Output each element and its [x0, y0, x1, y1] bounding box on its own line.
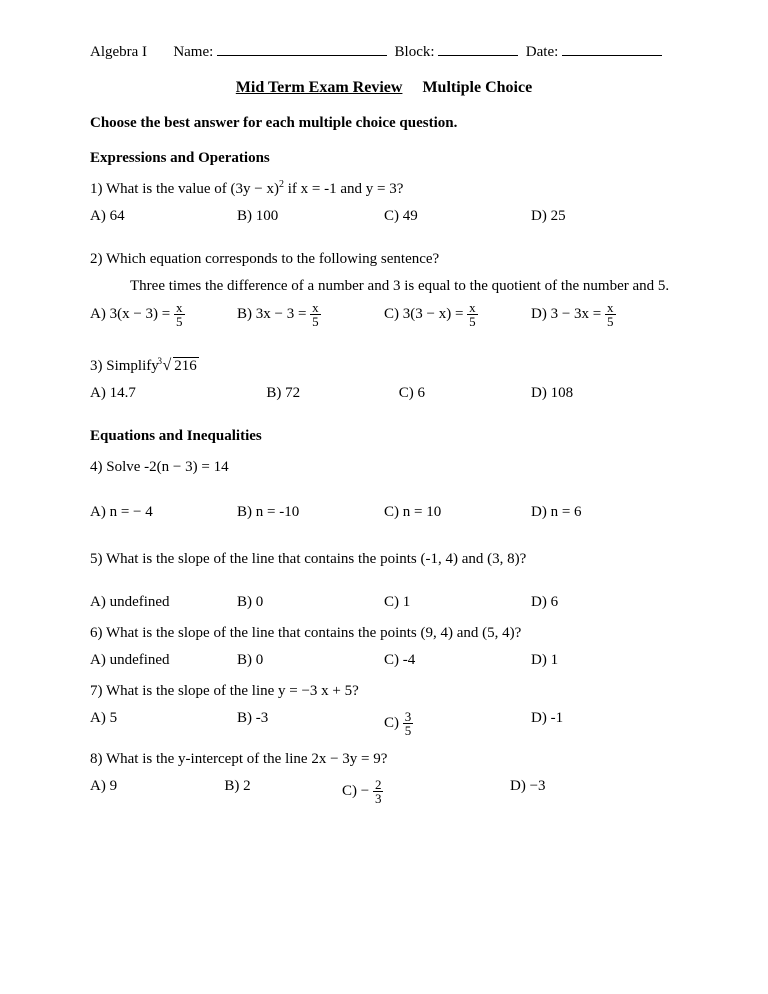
q8-opt-d[interactable]: D) −3	[510, 778, 678, 805]
frac-d: 3	[373, 792, 384, 805]
date-label: Date:	[526, 44, 558, 60]
q2-d-frac: x5	[605, 301, 616, 328]
q2-opt-b[interactable]: B) 3x − 3 = x5	[237, 301, 384, 328]
q6-options: A) undefined B) 0 C) -4 D) 1	[90, 652, 678, 669]
q1-options: A) 64 B) 100 C) 49 D) 25	[90, 208, 678, 225]
q2-b-pre: B) 3x − 3 =	[237, 306, 310, 322]
q5-opt-b[interactable]: B) 0	[237, 594, 384, 611]
frac-d: 5	[403, 724, 414, 737]
radical-icon: √	[163, 357, 172, 374]
section-2: Equations and Inequalities	[90, 428, 678, 445]
q5-text: 5) What is the slope of the line that co…	[90, 551, 678, 568]
q7-opt-d[interactable]: D) -1	[531, 710, 678, 737]
course-label: Algebra I	[90, 44, 147, 60]
q3-opt-b[interactable]: B) 72	[266, 385, 398, 402]
q3-opt-c[interactable]: C) 6	[399, 385, 531, 402]
q8-options: A) 9 B) 2 C) − 23 D) −3	[90, 778, 678, 805]
q2-opt-a[interactable]: A) 3(x − 3) = x5	[90, 301, 237, 328]
q7-options: A) 5 B) -3 C) 35 D) -1	[90, 710, 678, 737]
block-label: Block:	[395, 44, 435, 60]
q2-opt-d[interactable]: D) 3 − 3x = x5	[531, 301, 678, 328]
q7-opt-b[interactable]: B) -3	[237, 710, 384, 737]
q6-text: 6) What is the slope of the line that co…	[90, 625, 678, 642]
q2-opt-c[interactable]: C) 3(3 − x) = x5	[384, 301, 531, 328]
name-label: Name:	[173, 44, 213, 60]
q1-opt-b[interactable]: B) 100	[237, 208, 384, 225]
q6-opt-a[interactable]: A) undefined	[90, 652, 237, 669]
q4-opt-c[interactable]: C) n = 10	[384, 504, 531, 521]
q2-line2: Three times the difference of a number a…	[130, 278, 678, 295]
frac-d: 5	[605, 315, 616, 328]
q2-c-pre: C) 3(3 − x) =	[384, 306, 467, 322]
q3-opt-a[interactable]: A) 14.7	[90, 385, 266, 402]
frac-d: 5	[467, 315, 478, 328]
frac-n: 3	[403, 710, 414, 724]
q7-opt-c[interactable]: C) 35	[384, 710, 531, 737]
q8-opt-c[interactable]: C) − 23	[342, 778, 510, 805]
q8-opt-b[interactable]: B) 2	[224, 778, 342, 805]
q2-d-pre: D) 3 − 3x =	[531, 306, 605, 322]
q5-opt-d[interactable]: D) 6	[531, 594, 678, 611]
q6-opt-d[interactable]: D) 1	[531, 652, 678, 669]
frac-d: 5	[310, 315, 321, 328]
q3-text: 3) Simplify 3√216	[90, 358, 678, 375]
q6-opt-c[interactable]: C) -4	[384, 652, 531, 669]
q7-text: 7) What is the slope of the line y = −3 …	[90, 683, 678, 700]
q3-label: 3) Simplify	[90, 358, 163, 374]
q7-opt-a[interactable]: A) 5	[90, 710, 237, 737]
date-blank[interactable]	[562, 40, 662, 56]
instruction: Choose the best answer for each multiple…	[90, 115, 678, 132]
frac-d: 5	[174, 315, 185, 328]
q1-opt-d[interactable]: D) 25	[531, 208, 678, 225]
frac-n: x	[174, 301, 185, 315]
block-blank[interactable]	[438, 40, 518, 56]
q8-opt-a[interactable]: A) 9	[90, 778, 224, 805]
q2-line1: 2) Which equation corresponds to the fol…	[90, 251, 678, 268]
frac-n: 2	[373, 778, 384, 792]
root-degree: 3	[158, 356, 163, 366]
q2-c-frac: x5	[467, 301, 478, 328]
q1-opt-c[interactable]: C) 49	[384, 208, 531, 225]
q1-b: if x = -1 and y = 3?	[284, 181, 403, 197]
title: Mid Term Exam Review Multiple Choice	[90, 79, 678, 97]
q2-options: A) 3(x − 3) = x5 B) 3x − 3 = x5 C) 3(3 −…	[90, 301, 678, 328]
name-blank[interactable]	[217, 40, 387, 56]
q4-opt-a[interactable]: A) n = − 4	[90, 504, 237, 521]
section-1: Expressions and Operations	[90, 150, 678, 167]
q7-c-frac: 35	[403, 710, 414, 737]
title-rest: Multiple Choice	[422, 79, 532, 96]
q2-a-pre: A) 3(x − 3) =	[90, 306, 174, 322]
frac-n: x	[467, 301, 478, 315]
cube-root: 3√216	[163, 358, 199, 375]
q2-a-frac: x5	[174, 301, 185, 328]
q1-opt-a[interactable]: A) 64	[90, 208, 237, 225]
q1-expr: (3y − x)	[231, 181, 279, 197]
q4-options: A) n = − 4 B) n = -10 C) n = 10 D) n = 6	[90, 504, 678, 521]
title-underlined: Mid Term Exam Review	[236, 79, 403, 96]
radicand: 216	[173, 357, 199, 374]
q4-text: 4) Solve -2(n − 3) = 14	[90, 459, 678, 476]
q4-opt-d[interactable]: D) n = 6	[531, 504, 678, 521]
q1-text: 1) What is the value of (3y − x)2 if x =…	[90, 181, 678, 198]
q8-c-pre: C) −	[342, 783, 373, 799]
q3-opt-d[interactable]: D) 108	[531, 385, 678, 402]
q8-text: 8) What is the y-intercept of the line 2…	[90, 751, 678, 768]
q7-c-pre: C)	[384, 715, 403, 731]
q5-opt-c[interactable]: C) 1	[384, 594, 531, 611]
q2-b-frac: x5	[310, 301, 321, 328]
frac-n: x	[310, 301, 321, 315]
q5-opt-a[interactable]: A) undefined	[90, 594, 237, 611]
q8-c-frac: 23	[373, 778, 384, 805]
q6-opt-b[interactable]: B) 0	[237, 652, 384, 669]
q3-options: A) 14.7 B) 72 C) 6 D) 108	[90, 385, 678, 402]
frac-n: x	[605, 301, 616, 315]
worksheet-page: Algebra I Name: Block: Date: Mid Term Ex…	[0, 0, 768, 871]
q4-opt-b[interactable]: B) n = -10	[237, 504, 384, 521]
header-line: Algebra I Name: Block: Date:	[90, 40, 678, 61]
q5-options: A) undefined B) 0 C) 1 D) 6	[90, 594, 678, 611]
q1-a: 1) What is the value of	[90, 181, 231, 197]
